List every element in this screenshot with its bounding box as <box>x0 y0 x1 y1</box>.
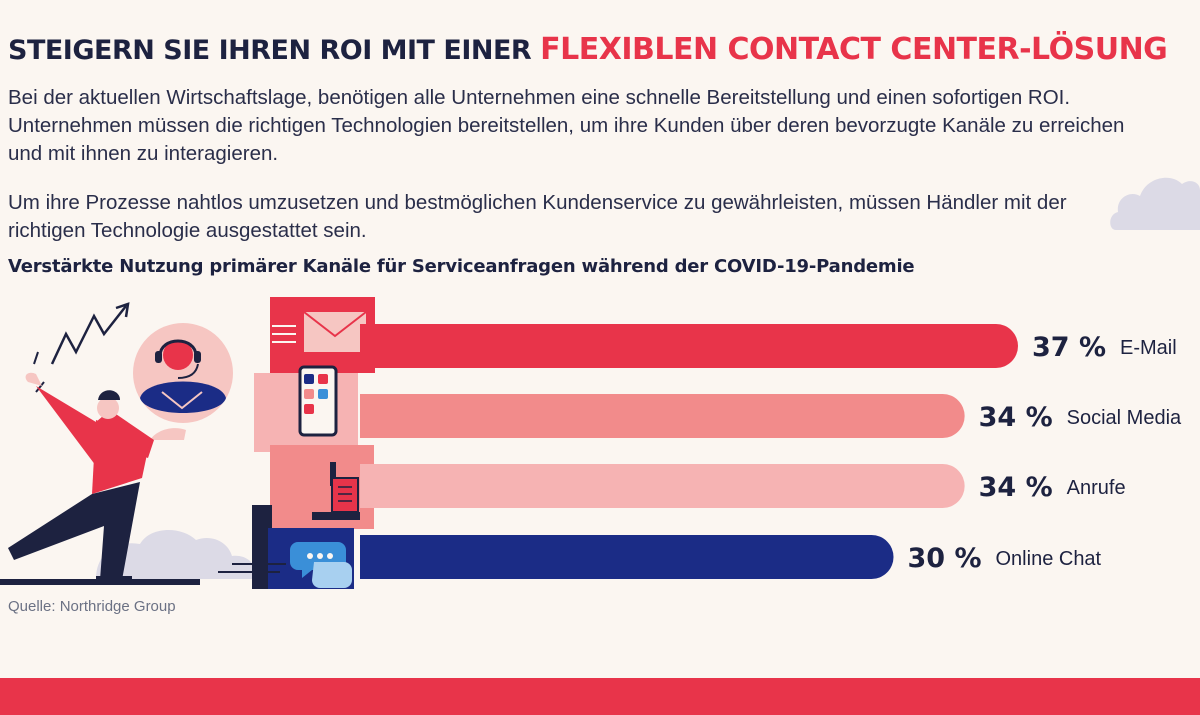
bar-anrufe <box>360 464 965 508</box>
page-title: STEIGERN SIE IHREN ROI MIT EINER FLEXIBL… <box>8 32 1168 67</box>
chat-icon <box>218 542 352 588</box>
title-part-2: FLEXIBLEN CONTACT CENTER-LÖSUNG <box>540 32 1168 67</box>
bar-category-label: Social Media <box>1067 407 1182 429</box>
customer-service-illustration <box>0 302 257 585</box>
cloud-decoration <box>1110 177 1200 230</box>
bar-social-media <box>360 394 965 438</box>
intro-paragraph-1: Bei der aktuellen Wirtschaftslage, benöt… <box>8 86 1125 165</box>
bar-value-label: 37 % <box>1032 332 1106 363</box>
phone-icon <box>312 462 360 520</box>
bar-category-label: Anrufe <box>1067 477 1126 499</box>
intro-paragraph-2: Um ihre Prozesse nahtlos umzusetzen und … <box>8 191 1067 242</box>
bar-value-label: 30 % <box>908 543 982 574</box>
bar-category-label: Online Chat <box>996 548 1102 570</box>
chart-title: Verstärkte Nutzung primärer Kanäle für S… <box>8 256 915 277</box>
intro-text: Bei der aktuellen Wirtschaftslage, benöt… <box>8 84 1138 266</box>
bar-category-label: E-Mail <box>1120 337 1177 359</box>
bar-value-label: 34 % <box>979 402 1053 433</box>
bar-online-chat <box>360 535 894 579</box>
email-icon <box>272 311 367 352</box>
smartphone-icon <box>298 365 338 437</box>
bar-e-mail <box>360 324 1018 368</box>
title-part-1: STEIGERN SIE IHREN ROI MIT EINER <box>8 35 532 66</box>
footer-band <box>0 678 1200 715</box>
bars-group: 37 % E-Mail 34 % Social Media 34 % Anrufe 30 %… <box>360 324 1182 579</box>
bar-value-label: 34 % <box>979 472 1053 503</box>
source-note: Quelle: Northridge Group <box>8 598 176 615</box>
